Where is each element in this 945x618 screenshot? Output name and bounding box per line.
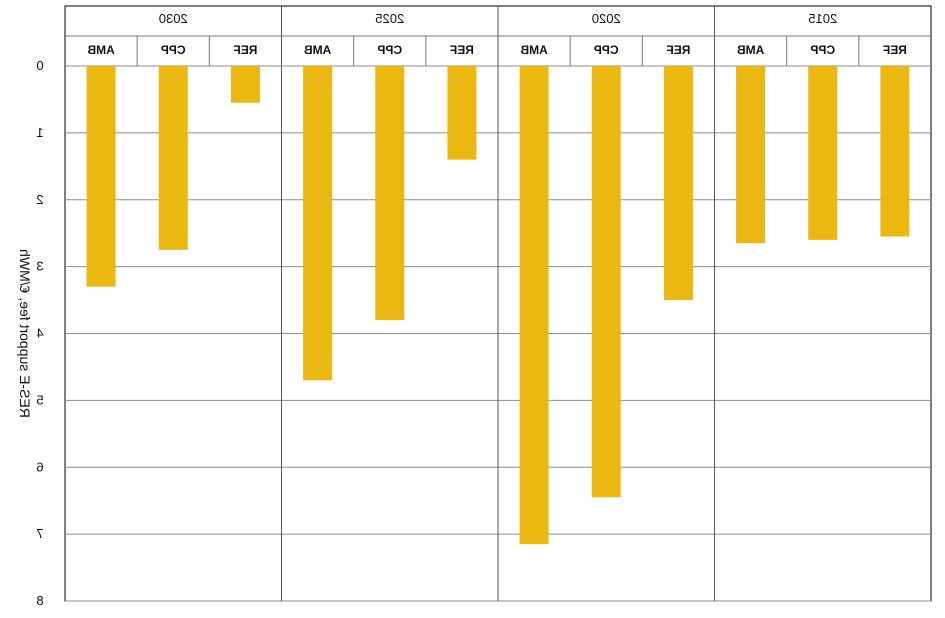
bar-2020-amb (519, 66, 549, 545)
y-axis-label: RES-E support fee, €/MWh (17, 249, 33, 418)
category-label: CPP (377, 43, 402, 57)
y-tick-label: 1 (36, 125, 43, 140)
bar-2030-amb (86, 66, 116, 287)
bar-2015-ref (880, 66, 910, 237)
y-tick-label: 0 (36, 58, 43, 73)
bar-2025-cpp (375, 66, 405, 321)
year-label: 2030 (159, 11, 188, 26)
y-tick-label: 5 (36, 392, 43, 407)
bar-2020-cpp (591, 66, 621, 498)
y-tick-label: 3 (36, 259, 43, 274)
y-tick-label: 7 (36, 526, 43, 541)
category-label: CPP (594, 43, 619, 57)
category-label: CPP (161, 43, 186, 57)
bar-2025-amb (303, 66, 333, 381)
bar-2030-cpp (158, 66, 188, 250)
category-label: REF (883, 43, 907, 57)
bar-2020-ref (663, 66, 693, 301)
y-tick-label: 4 (36, 326, 43, 341)
bar-2015-cpp (808, 66, 838, 240)
bar-2025-ref (447, 66, 477, 160)
y-tick-label: 8 (36, 593, 43, 608)
y-tick-label: 2 (36, 192, 43, 207)
category-label: AMB (737, 43, 765, 57)
bar-2030-ref (230, 66, 260, 103)
category-label: REF (233, 43, 257, 57)
year-label: 2020 (592, 11, 621, 26)
category-label: CPP (810, 43, 835, 57)
year-label: 2015 (808, 11, 837, 26)
y-tick-label: 6 (36, 459, 43, 474)
year-label: 2025 (375, 11, 404, 26)
category-label: AMB (304, 43, 332, 57)
category-label: AMB (520, 43, 548, 57)
bar-2015-amb (736, 66, 766, 244)
category-label: REF (666, 43, 690, 57)
category-label: AMB (87, 43, 115, 57)
category-label: REF (450, 43, 474, 57)
